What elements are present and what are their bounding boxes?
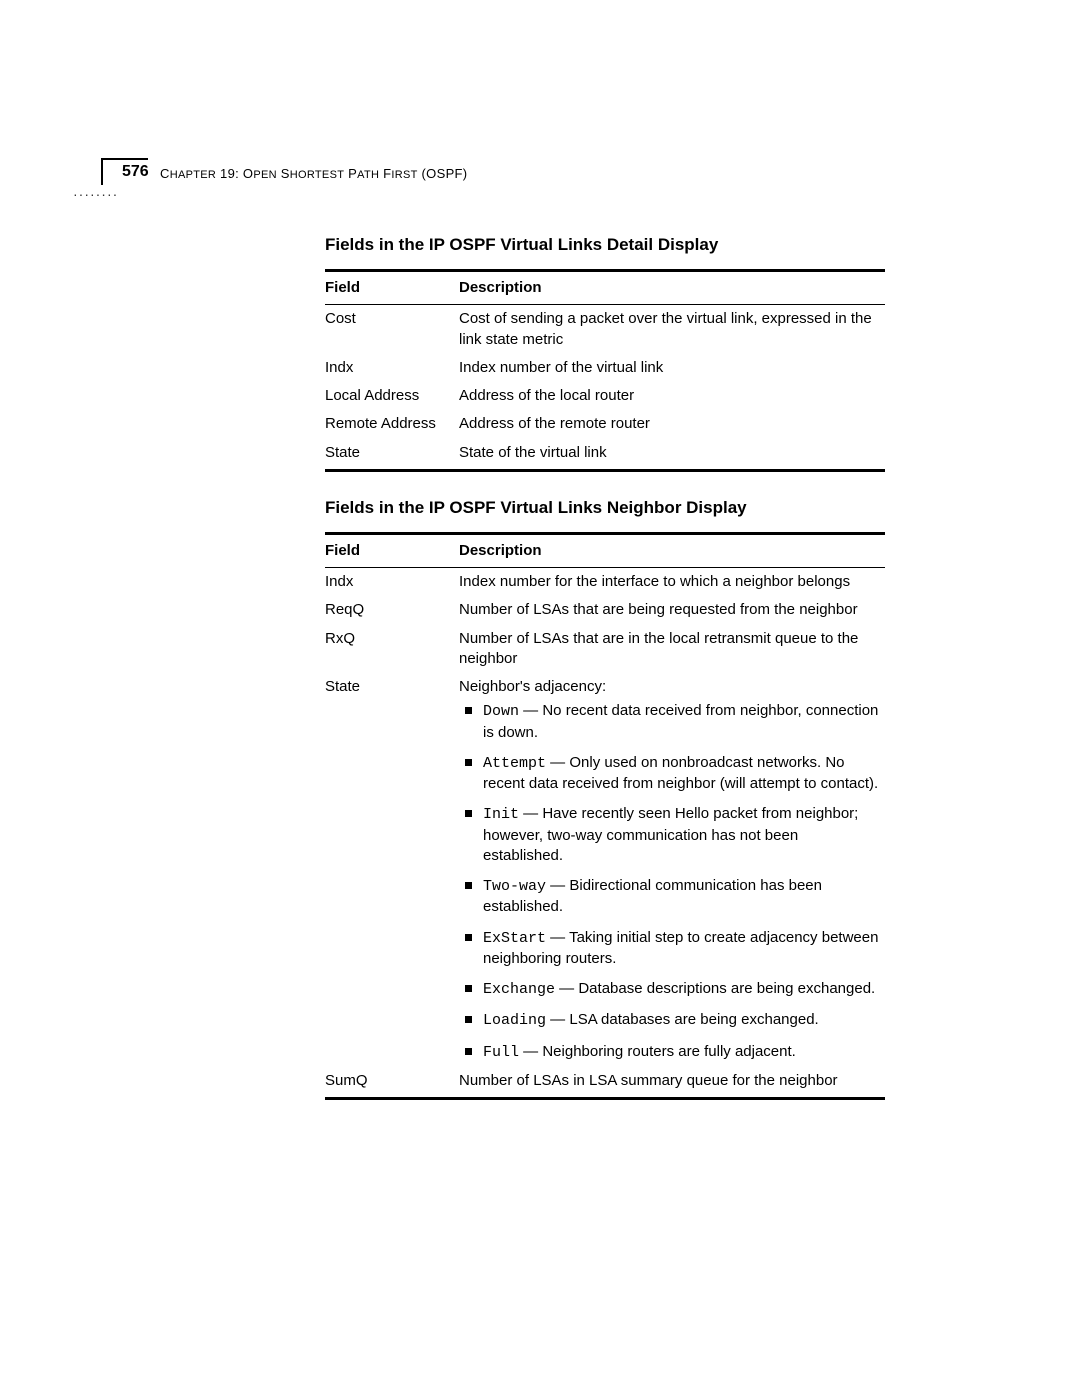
margin-dots-icon: ········: [73, 186, 118, 202]
cell-field: Remote Address: [325, 410, 459, 438]
state-intro: Neighbor's adjacency:: [459, 678, 606, 695]
state-code: Loading: [483, 1012, 546, 1029]
table-row: Remote Address Address of the remote rou…: [325, 410, 885, 438]
table-neighbor: Field Description Indx Index number for …: [325, 532, 885, 1100]
state-code: Full: [483, 1044, 519, 1061]
table-row: SumQ Number of LSAs in LSA summary queue…: [325, 1067, 885, 1099]
th-desc: Description: [459, 533, 885, 567]
table-row: Cost Cost of sending a packet over the v…: [325, 305, 885, 354]
cell-desc: Address of the remote router: [459, 410, 885, 438]
page-number: 576: [122, 163, 149, 181]
list-item: Loading — LSA databases are being exchan…: [459, 1010, 879, 1041]
state-code: Attempt: [483, 755, 546, 772]
table-row: RxQ Number of LSAs that are in the local…: [325, 625, 885, 674]
section1-title: Fields in the IP OSPF Virtual Links Deta…: [325, 235, 885, 255]
cell-desc-state: Neighbor's adjacency: Down — No recent d…: [459, 673, 885, 1067]
state-code: Init: [483, 806, 519, 823]
list-item: Attempt — Only used on nonbroadcast netw…: [459, 753, 879, 805]
header-corner-h: [101, 158, 148, 160]
cell-field: State: [325, 673, 459, 1067]
state-text: — No recent data received from neighbor,…: [483, 702, 878, 740]
section2-title: Fields in the IP OSPF Virtual Links Neig…: [325, 498, 885, 518]
list-item: Two-way — Bidirectional communication ha…: [459, 876, 879, 928]
state-code: ExStart: [483, 930, 546, 947]
header-corner-v: [101, 158, 103, 185]
th-desc: Description: [459, 271, 885, 305]
cell-desc: Cost of sending a packet over the virtua…: [459, 305, 885, 354]
table-row: ReqQ Number of LSAs that are being reque…: [325, 596, 885, 624]
cell-field: State: [325, 439, 459, 471]
state-list: Down — No recent data received from neig…: [459, 701, 879, 1063]
content-column: Fields in the IP OSPF Virtual Links Deta…: [325, 235, 885, 1100]
page-root: 576 CHAPTER 19: OPEN SHORTEST PATH FIRST…: [0, 0, 1080, 1397]
cell-field: Indx: [325, 354, 459, 382]
th-field: Field: [325, 533, 459, 567]
state-text: — LSA databases are being exchanged.: [546, 1011, 819, 1028]
cell-field: Local Address: [325, 382, 459, 410]
table-row: Local Address Address of the local route…: [325, 382, 885, 410]
chapter-label: CHAPTER 19: OPEN SHORTEST PATH FIRST (OS…: [160, 166, 467, 181]
state-code: Two-way: [483, 878, 546, 895]
state-text: — Database descriptions are being exchan…: [555, 980, 875, 997]
table-detail: Field Description Cost Cost of sending a…: [325, 269, 885, 472]
cell-desc: Index number for the interface to which …: [459, 568, 885, 597]
list-item: Init — Have recently seen Hello packet f…: [459, 804, 879, 876]
cell-desc: Address of the local router: [459, 382, 885, 410]
state-code: Exchange: [483, 981, 555, 998]
list-item: Exchange — Database descriptions are bei…: [459, 979, 879, 1010]
table-row-state: State Neighbor's adjacency: Down — No re…: [325, 673, 885, 1067]
th-field: Field: [325, 271, 459, 305]
list-item: Full — Neighboring routers are fully adj…: [459, 1042, 879, 1063]
cell-desc: Index number of the virtual link: [459, 354, 885, 382]
list-item: ExStart — Taking initial step to create …: [459, 928, 879, 980]
cell-field: ReqQ: [325, 596, 459, 624]
cell-field: Cost: [325, 305, 459, 354]
table-row: State State of the virtual link: [325, 439, 885, 471]
cell-desc: Number of LSAs in LSA summary queue for …: [459, 1067, 885, 1099]
table-row: Indx Index number for the interface to w…: [325, 568, 885, 597]
cell-desc: State of the virtual link: [459, 439, 885, 471]
cell-field: Indx: [325, 568, 459, 597]
cell-desc: Number of LSAs that are in the local ret…: [459, 625, 885, 674]
table-row: Indx Index number of the virtual link: [325, 354, 885, 382]
state-code: Down: [483, 703, 519, 720]
cell-desc: Number of LSAs that are being requested …: [459, 596, 885, 624]
state-text: — Neighboring routers are fully adjacent…: [519, 1043, 796, 1060]
cell-field: RxQ: [325, 625, 459, 674]
cell-field: SumQ: [325, 1067, 459, 1099]
state-text: — Have recently seen Hello packet from n…: [483, 805, 858, 864]
list-item: Down — No recent data received from neig…: [459, 701, 879, 753]
